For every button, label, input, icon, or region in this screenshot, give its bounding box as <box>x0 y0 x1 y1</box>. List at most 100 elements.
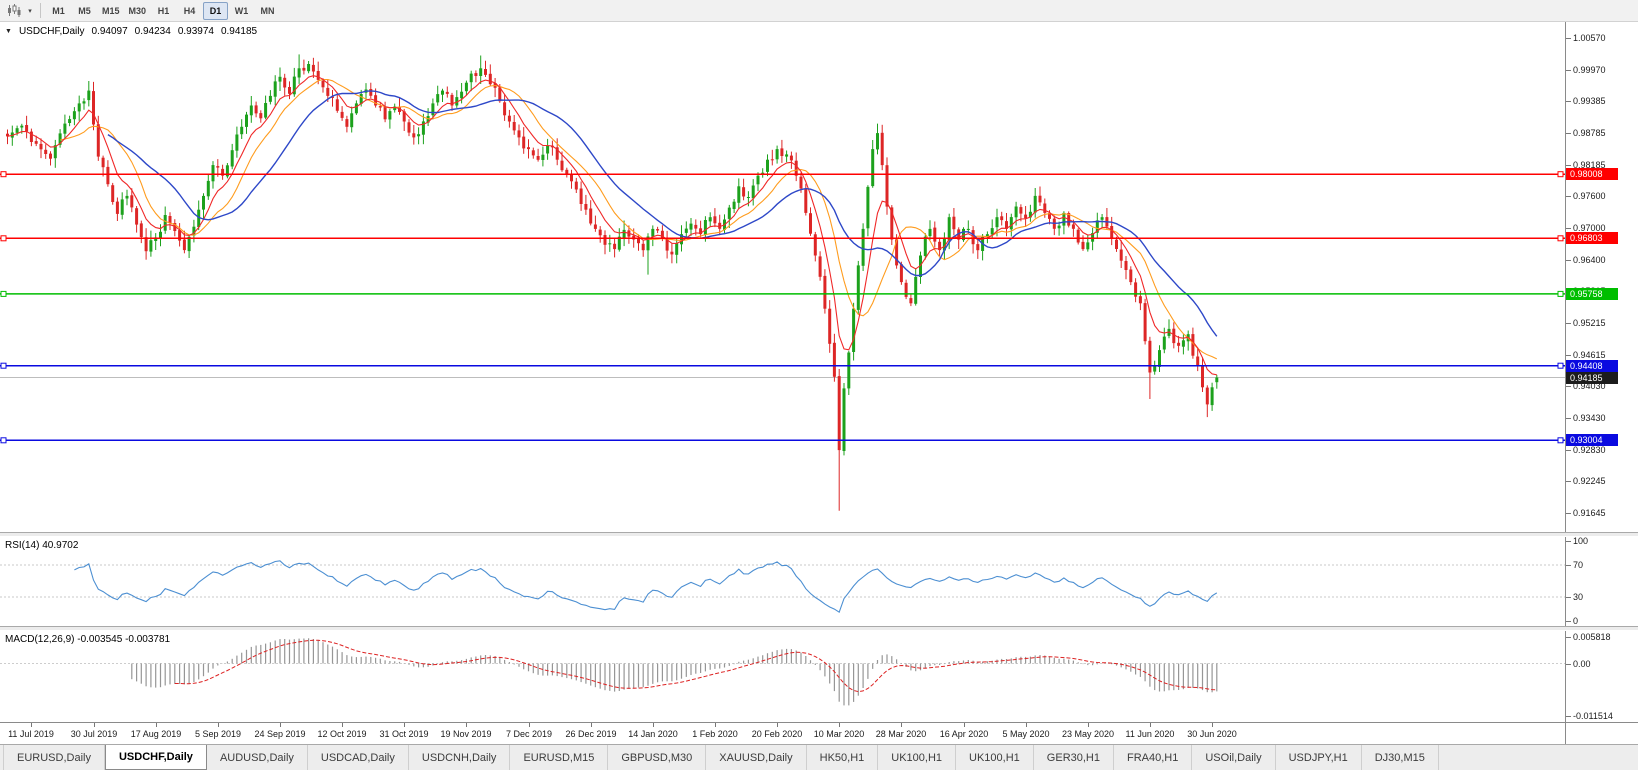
chart-tab-usdcnh-daily[interactable]: USDCNH,Daily <box>409 745 511 770</box>
macd-canvas[interactable]: MACD(12,26,9) -0.003545 -0.003781 <box>0 631 1565 722</box>
date-label: 5 May 2020 <box>1002 729 1050 739</box>
timeframe-button-m1[interactable]: M1 <box>52 5 65 16</box>
date-label: 23 May 2020 <box>1061 729 1115 739</box>
price-chart-canvas[interactable]: ▼ USDCHF,Daily 0.94097 0.94234 0.93974 0… <box>0 22 1565 532</box>
line-handle[interactable] <box>0 171 7 178</box>
rsi-axis[interactable]: 100 70 30 0 <box>1565 536 1638 626</box>
ohlc-high: 0.94234 <box>134 26 171 37</box>
line-handle[interactable] <box>1557 437 1564 444</box>
date-label: 17 Aug 2019 <box>130 729 182 739</box>
axis-tick <box>1566 637 1571 638</box>
price-label-badge: 0.94408 <box>1566 360 1618 372</box>
panel-splitter[interactable] <box>0 532 1638 537</box>
axis-tick <box>1566 418 1571 419</box>
chart-title: ▼ USDCHF,Daily 0.94097 0.94234 0.93974 0… <box>5 26 257 37</box>
chart-tab-audusd-daily[interactable]: AUDUSD,Daily <box>207 745 308 770</box>
price-chart-svg[interactable] <box>0 22 1565 532</box>
ohlc-close: 0.94185 <box>220 26 258 37</box>
chart-tab-uk100-h1[interactable]: UK100,H1 <box>878 745 957 770</box>
ohlc-open: 0.94097 <box>91 26 128 37</box>
date-label: 1 Feb 2020 <box>692 729 738 739</box>
date-label: 19 Nov 2019 <box>440 729 492 739</box>
rsi-label: RSI(14) 40.9702 <box>5 540 79 551</box>
timeframe-button-h1[interactable]: H1 <box>157 5 170 16</box>
date-tick <box>280 723 281 727</box>
timeframe-button-m15[interactable]: M15 <box>102 5 120 16</box>
axis-tick <box>1566 196 1571 197</box>
price-label-badge: 0.96803 <box>1566 232 1618 244</box>
axis-tick-label: 0.95215 <box>1573 318 1606 328</box>
rsi-panel: RSI(14) 40.9702 100 70 30 0 <box>0 536 1638 626</box>
axis-tick <box>1566 716 1571 717</box>
axis-tick <box>1566 38 1571 39</box>
timeframe-button-m30[interactable]: M30 <box>128 5 147 16</box>
date-tick <box>1088 723 1089 727</box>
chart-tab-usdjpy-h1[interactable]: USDJPY,H1 <box>1276 745 1362 770</box>
line-handle[interactable] <box>0 362 7 369</box>
rsi-canvas[interactable]: RSI(14) 40.9702 <box>0 537 1565 626</box>
axis-tick-label: 100 <box>1573 536 1589 546</box>
line-handle[interactable] <box>1557 290 1564 297</box>
panel-splitter[interactable] <box>0 626 1638 631</box>
timeframe-button-m5[interactable]: M5 <box>78 5 91 16</box>
timeframe-button-d1[interactable]: D1 <box>203 1 229 20</box>
date-tick <box>1150 723 1151 727</box>
chart-tab-dj30-m15[interactable]: DJ30,M15 <box>1362 745 1439 770</box>
date-tick <box>1212 723 1213 727</box>
chart-tab-gbpusd-m30[interactable]: GBPUSD,M30 <box>608 745 707 770</box>
line-handle[interactable] <box>1557 171 1564 178</box>
date-tick <box>964 723 965 727</box>
date-label: 30 Jun 2020 <box>1187 729 1237 739</box>
macd-svg[interactable] <box>0 631 1565 722</box>
date-label: 31 Oct 2019 <box>379 729 429 739</box>
axis-tick <box>1566 133 1571 134</box>
chart-tab-eurusd-daily[interactable]: EURUSD,Daily <box>3 745 105 770</box>
timeframe-button-mn[interactable]: MN <box>260 5 275 16</box>
chart-tab-usdcad-daily[interactable]: USDCAD,Daily <box>308 745 409 770</box>
axis-tick-label: 70 <box>1573 560 1584 570</box>
axis-tick <box>1566 664 1571 665</box>
chart-tab-uk100-h1[interactable]: UK100,H1 <box>956 745 1034 770</box>
toolbar-separator <box>40 3 41 18</box>
axis-tick-label: 0.97000 <box>1573 223 1606 233</box>
timeframe-button-h4[interactable]: H4 <box>183 5 196 16</box>
axis-tick-label: 0 <box>1573 616 1579 626</box>
axis-tick <box>1566 70 1571 71</box>
chart-tab-xauusd-daily[interactable]: XAUUSD,Daily <box>706 745 807 770</box>
line-handle[interactable] <box>0 437 7 444</box>
date-tick <box>1026 723 1027 727</box>
chart-tab-fra40-h1[interactable]: FRA40,H1 <box>1114 745 1193 770</box>
axis-tick-label: 0.96400 <box>1573 255 1606 265</box>
line-handle[interactable] <box>0 290 7 297</box>
chart-tab-ger30-h1[interactable]: GER30,H1 <box>1034 745 1114 770</box>
ma-slow-blue-line <box>107 90 1218 337</box>
axis-tick <box>1566 597 1571 598</box>
date-tick <box>777 723 778 727</box>
timeframe-button-w1[interactable]: W1 <box>234 5 249 16</box>
chart-tab-usdchf-daily[interactable]: USDCHF,Daily <box>104 745 207 770</box>
date-label: 11 Jun 2020 <box>1125 729 1175 739</box>
chart-tab-bar: EURUSD,Daily USDCHF,Daily AUDUSD,Daily USDC… <box>0 744 1638 770</box>
dropdown-caret-icon[interactable]: ▾ <box>28 7 32 15</box>
macd-signal-line <box>174 639 1217 693</box>
chart-window-icon[interactable] <box>4 2 24 20</box>
date-tick <box>653 723 654 727</box>
line-handle[interactable] <box>0 235 7 242</box>
chart-tab-eurusd-m15[interactable]: EURUSD,M15 <box>510 745 609 770</box>
macd-axis[interactable]: 0.005818 0.00 -0.011514 <box>1565 631 1638 722</box>
time-axis[interactable]: 11 Jul 2019 30 Jul 2019 17 Aug 2019 5 Sep 2… <box>0 723 1565 744</box>
chart-tab-hk50-h1[interactable]: HK50,H1 <box>807 745 879 770</box>
time-axis-row: 11 Jul 2019 30 Jul 2019 17 Aug 2019 5 Sep 2… <box>0 722 1638 744</box>
timeframe-toolbar: ▾ M1 M5 M15 M30 H1 H4 D1 W1 MN <box>0 0 1638 22</box>
date-tick <box>466 723 467 727</box>
chart-tab-usoil-daily[interactable]: USOil,Daily <box>1192 745 1276 770</box>
price-axis[interactable]: 1.00570 0.99970 0.99385 0.98785 0.98185 0.976… <box>1565 22 1638 532</box>
date-tick <box>218 723 219 727</box>
axis-tick <box>1566 565 1571 566</box>
collapse-arrow-icon[interactable]: ▼ <box>5 28 12 35</box>
date-label: 12 Oct 2019 <box>317 729 367 739</box>
line-handle[interactable] <box>1557 235 1564 242</box>
line-handle[interactable] <box>1557 362 1564 369</box>
date-tick <box>94 723 95 727</box>
rsi-svg[interactable] <box>0 537 1565 626</box>
